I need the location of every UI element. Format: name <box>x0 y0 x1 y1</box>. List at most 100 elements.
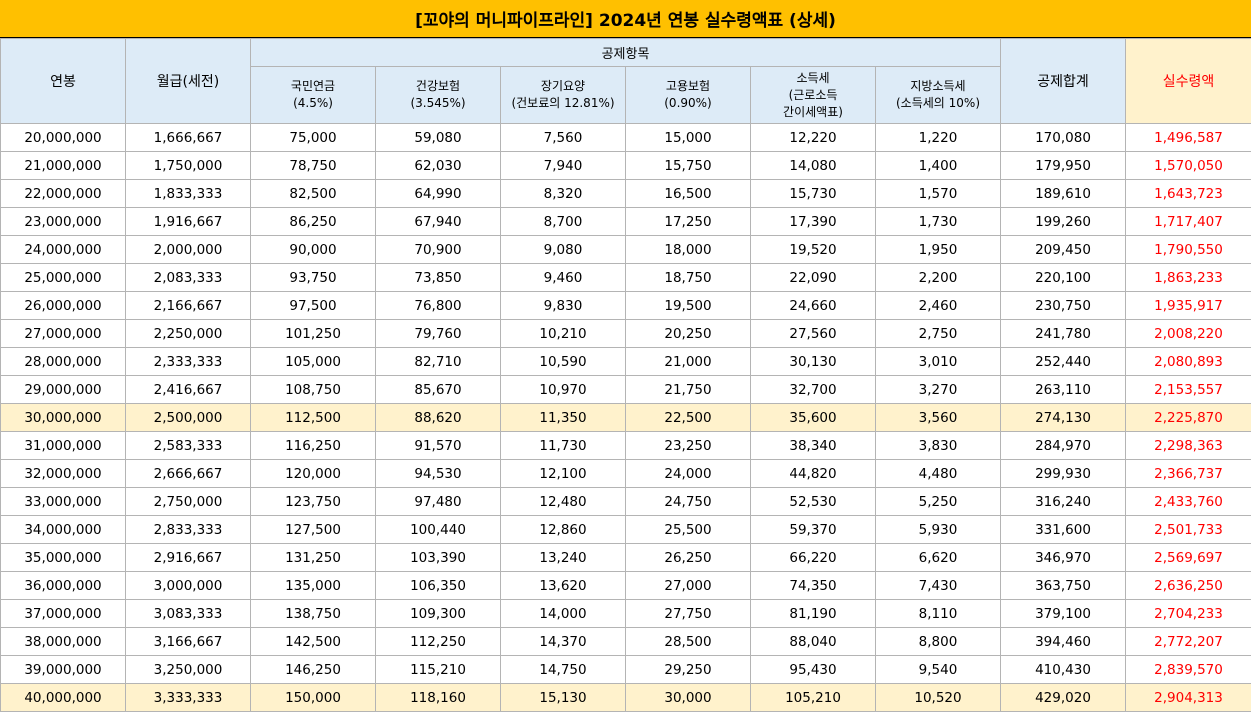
cell-monthly: 2,000,000 <box>125 235 251 264</box>
cell-annual: 39,000,000 <box>0 655 126 684</box>
cell-total-deduction: 379,100 <box>1000 599 1126 628</box>
cell-total-deduction: 410,430 <box>1000 655 1126 684</box>
cell-monthly: 2,333,333 <box>125 347 251 376</box>
cell-annual: 35,000,000 <box>0 543 126 572</box>
cell-income-tax: 95,430 <box>750 655 876 684</box>
cell-health: 76,800 <box>375 291 501 320</box>
cell-employment: 22,500 <box>625 403 751 432</box>
cell-net-pay: 2,366,737 <box>1125 459 1251 488</box>
cell-local-tax: 1,400 <box>875 151 1001 180</box>
cell-pension: 82,500 <box>250 179 376 208</box>
table-row: 33,000,000 2,750,000 123,750 97,480 12,480 24… <box>0 487 1251 516</box>
cell-monthly: 2,500,000 <box>125 403 251 432</box>
header-pension-label: 국민연금 <box>290 79 336 93</box>
cell-annual: 28,000,000 <box>0 347 126 376</box>
cell-ltc: 11,350 <box>500 403 626 432</box>
cell-monthly: 2,166,667 <box>125 291 251 320</box>
cell-monthly: 2,750,000 <box>125 487 251 516</box>
cell-net-pay: 1,717,407 <box>1125 207 1251 236</box>
cell-income-tax: 44,820 <box>750 459 876 488</box>
cell-pension: 78,750 <box>250 151 376 180</box>
cell-annual: 27,000,000 <box>0 319 126 348</box>
cell-income-tax: 22,090 <box>750 263 876 292</box>
header-income-tax: 소득세 (근로소득 간이세액표) <box>750 66 876 124</box>
cell-ltc: 10,590 <box>500 347 626 376</box>
cell-pension: 97,500 <box>250 291 376 320</box>
header-net-pay: 실수령액 <box>1125 38 1251 124</box>
cell-annual: 20,000,000 <box>0 123 126 152</box>
cell-net-pay: 2,080,893 <box>1125 347 1251 376</box>
cell-health: 59,080 <box>375 123 501 152</box>
cell-ltc: 12,480 <box>500 487 626 516</box>
cell-total-deduction: 252,440 <box>1000 347 1126 376</box>
cell-local-tax: 6,620 <box>875 543 1001 572</box>
cell-employment: 17,250 <box>625 207 751 236</box>
cell-total-deduction: 363,750 <box>1000 571 1126 600</box>
header-employment: 고용보험 (0.90%) <box>625 66 751 124</box>
cell-total-deduction: 241,780 <box>1000 319 1126 348</box>
cell-employment: 21,750 <box>625 375 751 404</box>
cell-annual: 29,000,000 <box>0 375 126 404</box>
cell-income-tax: 81,190 <box>750 599 876 628</box>
table-row: 35,000,000 2,916,667 131,250 103,390 13,240 2… <box>0 543 1251 572</box>
table-row: 24,000,000 2,000,000 90,000 70,900 9,080 18,0… <box>0 235 1251 264</box>
header-employment-label: 고용보험 <box>665 79 711 93</box>
cell-health: 118,160 <box>375 683 501 712</box>
header-total-deduction: 공제합계 <box>1000 38 1126 124</box>
cell-net-pay: 2,772,207 <box>1125 627 1251 656</box>
cell-monthly: 2,916,667 <box>125 543 251 572</box>
table-row: 21,000,000 1,750,000 78,750 62,030 7,940 15,7… <box>0 151 1251 180</box>
cell-pension: 138,750 <box>250 599 376 628</box>
cell-income-tax: 52,530 <box>750 487 876 516</box>
cell-employment: 20,250 <box>625 319 751 348</box>
cell-health: 97,480 <box>375 487 501 516</box>
cell-health: 100,440 <box>375 515 501 544</box>
cell-health: 62,030 <box>375 151 501 180</box>
cell-annual: 36,000,000 <box>0 571 126 600</box>
header-ltc-rate: (건보료의 12.81%) <box>511 96 615 110</box>
cell-pension: 131,250 <box>250 543 376 572</box>
cell-monthly: 2,416,667 <box>125 375 251 404</box>
cell-net-pay: 1,863,233 <box>1125 263 1251 292</box>
cell-local-tax: 3,560 <box>875 403 1001 432</box>
table-row: 40,000,000 3,333,333 150,000 118,160 15,130 3… <box>0 683 1251 712</box>
cell-total-deduction: 230,750 <box>1000 291 1126 320</box>
cell-pension: 93,750 <box>250 263 376 292</box>
cell-net-pay: 2,704,233 <box>1125 599 1251 628</box>
cell-ltc: 14,000 <box>500 599 626 628</box>
header-pension-rate: (4.5%) <box>293 96 333 110</box>
cell-health: 94,530 <box>375 459 501 488</box>
cell-employment: 23,250 <box>625 431 751 460</box>
cell-ltc: 10,210 <box>500 319 626 348</box>
cell-health: 88,620 <box>375 403 501 432</box>
table-row: 25,000,000 2,083,333 93,750 73,850 9,460 18,7… <box>0 263 1251 292</box>
cell-employment: 19,500 <box>625 291 751 320</box>
cell-employment: 24,000 <box>625 459 751 488</box>
cell-ltc: 8,320 <box>500 179 626 208</box>
header-deduction-group: 공제항목 <box>250 38 1001 67</box>
cell-net-pay: 2,225,870 <box>1125 403 1251 432</box>
cell-pension: 108,750 <box>250 375 376 404</box>
header-health-label: 건강보험 <box>415 79 461 93</box>
cell-total-deduction: 263,110 <box>1000 375 1126 404</box>
table-row: 28,000,000 2,333,333 105,000 82,710 10,590 21… <box>0 347 1251 376</box>
cell-monthly: 2,083,333 <box>125 263 251 292</box>
cell-annual: 26,000,000 <box>0 291 126 320</box>
header-income-tax-label: 소득세 <box>796 70 830 85</box>
cell-monthly: 2,250,000 <box>125 319 251 348</box>
cell-ltc: 7,940 <box>500 151 626 180</box>
table-title: [꼬야의 머니파이프라인] 2024년 연봉 실수령액표 (상세) <box>0 0 1251 38</box>
cell-annual: 21,000,000 <box>0 151 126 180</box>
table-row: 32,000,000 2,666,667 120,000 94,530 12,100 24… <box>0 459 1251 488</box>
cell-monthly: 1,750,000 <box>125 151 251 180</box>
table-row: 26,000,000 2,166,667 97,500 76,800 9,830 19,5… <box>0 291 1251 320</box>
cell-net-pay: 2,153,557 <box>1125 375 1251 404</box>
cell-employment: 28,500 <box>625 627 751 656</box>
cell-monthly: 3,166,667 <box>125 627 251 656</box>
cell-annual: 23,000,000 <box>0 207 126 236</box>
cell-income-tax: 14,080 <box>750 151 876 180</box>
header-ltc: 장기요양 (건보료의 12.81%) <box>500 66 626 124</box>
cell-monthly: 1,666,667 <box>125 123 251 152</box>
cell-pension: 90,000 <box>250 235 376 264</box>
header-monthly: 월급(세전) <box>125 38 251 124</box>
